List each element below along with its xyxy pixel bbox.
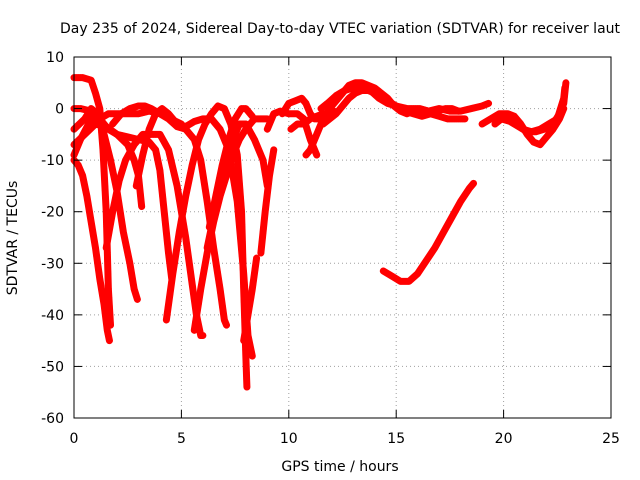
y-tick-label: -20: [41, 205, 64, 221]
data-series: [70, 74, 570, 391]
axis-ticks: [73, 56, 612, 419]
y-tick-label: 0: [55, 102, 64, 118]
x-tick-label: 15: [387, 431, 405, 447]
y-tick-labels: 10 0 -10 -20 -30 -40 -50 -60: [41, 50, 64, 427]
series-markers: [380, 180, 477, 285]
series-markers: [491, 84, 568, 135]
series-markers: [240, 254, 260, 344]
plot-frame: [73, 56, 612, 419]
x-tick-label: 5: [177, 431, 186, 447]
series-s14: [240, 254, 261, 345]
series-markers: [257, 146, 277, 257]
x-tick-label: 0: [70, 431, 79, 447]
y-tick-label: -40: [41, 308, 64, 324]
y-tick-label: 10: [46, 50, 64, 66]
y-tick-label: -30: [41, 256, 64, 272]
y-tick-label: -50: [41, 359, 64, 375]
series-s21: [317, 84, 493, 115]
y-tick-label: -10: [41, 153, 64, 169]
x-tick-label: 10: [280, 431, 298, 447]
series-s13: [203, 120, 271, 252]
x-tick-label: 20: [495, 431, 513, 447]
series-s22: [379, 179, 478, 285]
y-axis-label: SDTVAR / TECUs: [5, 181, 21, 296]
series-s25: [491, 84, 569, 136]
x-axis-label: GPS time / hours: [281, 459, 398, 475]
chart-title: Day 235 of 2024, Sidereal Day-to-day VTE…: [60, 21, 621, 37]
x-tick-labels: 0 5 10 15 20 25: [70, 431, 620, 447]
series-s15: [257, 146, 278, 257]
series-markers: [204, 120, 271, 251]
y-tick-label: -60: [41, 411, 64, 427]
x-tick-label: 25: [602, 431, 620, 447]
series-markers: [317, 84, 492, 115]
series-trace: [497, 79, 570, 136]
